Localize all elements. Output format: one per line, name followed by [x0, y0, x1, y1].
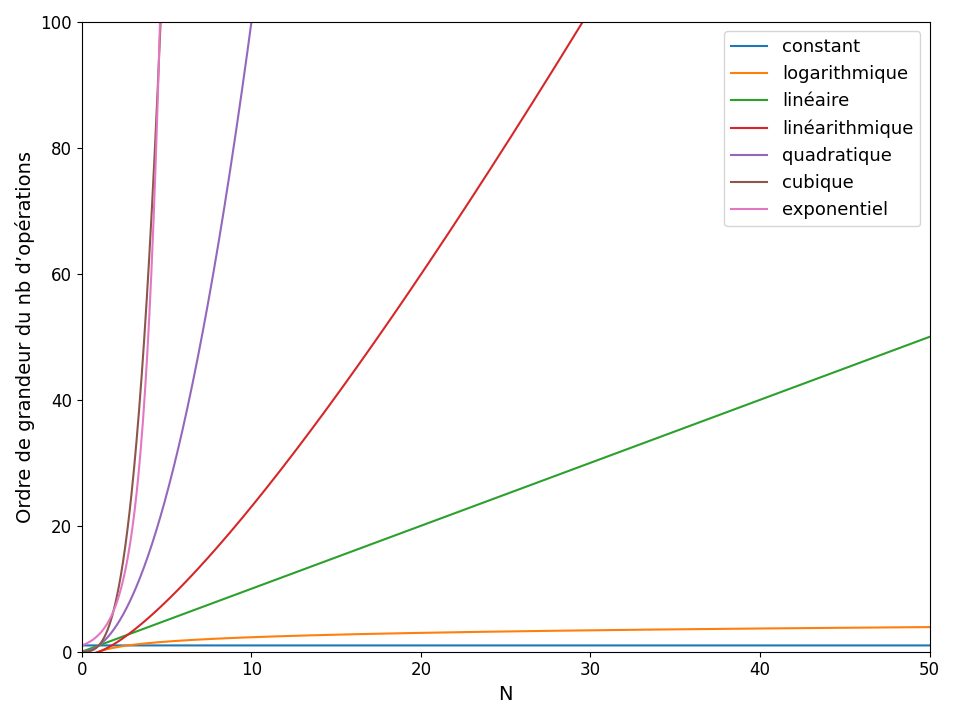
exponentiel — [121, 556, 133, 564]
logarithmique — [76, 671, 88, 679]
exponentiel — [125, 536, 137, 544]
constant — [152, 641, 163, 650]
quadratique — [245, 18, 257, 27]
linéaire — [96, 641, 107, 649]
cubique — [94, 641, 105, 650]
linéaire — [152, 619, 163, 628]
exponentiel — [155, 18, 166, 27]
constant — [585, 641, 597, 650]
Line: logarithmique: logarithmique — [82, 627, 929, 675]
exponentiel — [88, 635, 99, 644]
logarithmique — [76, 647, 88, 656]
constant — [122, 641, 134, 650]
exponentiel — [136, 434, 147, 442]
quadratique — [76, 647, 88, 656]
constant — [774, 641, 785, 650]
linéarithmique — [76, 647, 88, 656]
linéarithmique — [577, 18, 588, 27]
constant — [76, 641, 88, 650]
linéaire — [923, 333, 935, 342]
cubique — [139, 316, 151, 324]
exponentiel — [114, 590, 125, 599]
logarithmique — [775, 624, 786, 633]
Line: cubique: cubique — [82, 22, 160, 651]
logarithmique — [152, 638, 163, 646]
Line: linéarithmique: linéarithmique — [82, 22, 583, 654]
logarithmique — [96, 646, 107, 655]
linéarithmique — [268, 475, 280, 483]
linéarithmique — [466, 193, 478, 201]
quadratique — [97, 638, 109, 646]
quadratique — [182, 400, 194, 408]
cubique — [115, 576, 126, 585]
linéarithmique — [400, 293, 412, 301]
Line: exponentiel: exponentiel — [82, 22, 160, 646]
quadratique — [216, 221, 227, 230]
quadratique — [167, 467, 179, 476]
cubique — [76, 647, 88, 656]
linéarithmique — [118, 633, 130, 641]
cubique — [79, 647, 91, 656]
logarithmique — [122, 641, 134, 650]
quadratique — [245, 18, 257, 27]
constant — [391, 641, 402, 650]
exponentiel — [76, 641, 88, 650]
quadratique — [164, 477, 176, 486]
linéaire — [774, 388, 785, 397]
linéaire — [585, 458, 597, 467]
constant — [96, 641, 107, 650]
Legend: constant, logarithmique, linéaire, linéarithmique, quadratique, cubique, exponen: constant, logarithmique, linéaire, linéa… — [724, 31, 921, 226]
logarithmique — [586, 626, 598, 635]
quadratique — [227, 149, 239, 157]
Line: linéaire: linéaire — [82, 337, 929, 651]
cubique — [140, 302, 152, 311]
linéaire — [391, 531, 402, 539]
linéarithmique — [82, 650, 94, 659]
X-axis label: N: N — [499, 685, 513, 704]
cubique — [155, 18, 166, 27]
logarithmique — [392, 629, 403, 638]
constant — [923, 641, 935, 650]
linéaire — [122, 631, 134, 639]
Y-axis label: Ordre de grandeur du nb d’opérations: Ordre de grandeur du nb d’opérations — [15, 151, 35, 523]
exponentiel — [148, 206, 159, 214]
linéarithmique — [153, 605, 164, 613]
linéaire — [76, 647, 88, 656]
cubique — [128, 469, 139, 477]
Line: quadratique: quadratique — [82, 22, 251, 651]
linéarithmique — [391, 306, 402, 314]
logarithmique — [923, 623, 935, 631]
